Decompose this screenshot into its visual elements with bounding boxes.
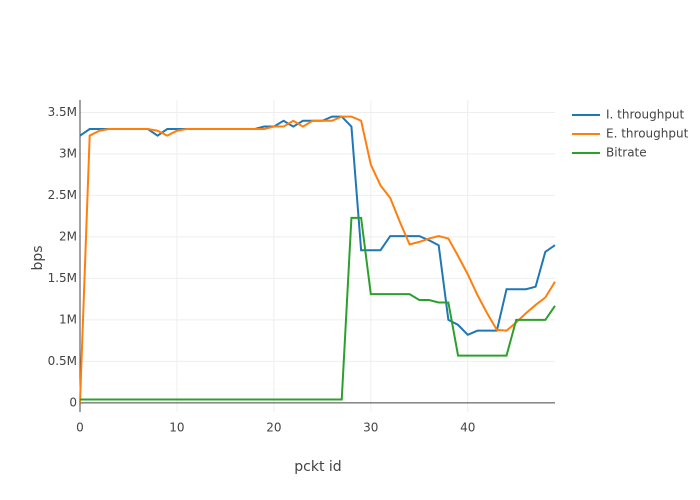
y-tick-label: 2.5M	[48, 188, 77, 202]
legend-label: I. throughput	[606, 108, 685, 122]
x-tick-label: 20	[266, 421, 281, 435]
x-tick-label: 40	[460, 421, 475, 435]
y-tick-label: 2M	[59, 229, 77, 243]
y-tick-label: 1M	[59, 312, 77, 326]
legend-label: E. throughput	[606, 127, 689, 141]
legend-label: Bitrate	[606, 146, 647, 160]
x-tick-label: 10	[169, 421, 184, 435]
y-tick-label: 0	[69, 395, 77, 409]
x-tick-label: 30	[363, 421, 378, 435]
series-line	[79, 115, 556, 403]
x-axis-title: pckt id	[294, 459, 341, 475]
series-line	[79, 115, 556, 337]
y-tick-label: 3.5M	[48, 105, 77, 119]
y-tick-label: 1.5M	[48, 271, 77, 285]
y-tick-label: 0.5M	[48, 354, 77, 368]
x-tick-label: 0	[76, 421, 84, 435]
y-axis-title: bps	[30, 245, 46, 270]
series-line	[80, 216, 556, 401]
y-tick-label: 3M	[59, 146, 77, 160]
